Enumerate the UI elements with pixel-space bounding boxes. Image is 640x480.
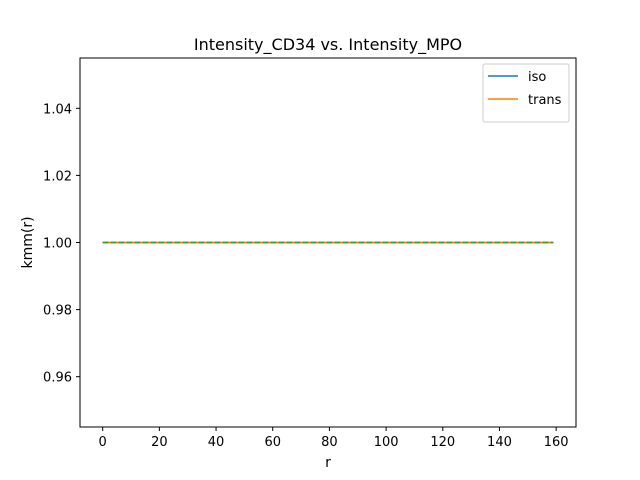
legend: iso trans bbox=[482, 63, 570, 123]
x-tick-label: 120 bbox=[430, 435, 455, 450]
y-tick-label: 0.98 bbox=[43, 304, 72, 319]
x-tick-label: 0 bbox=[99, 435, 107, 450]
y-tick-label: 0.96 bbox=[43, 371, 72, 386]
x-axis-label: r bbox=[325, 455, 331, 471]
x-tick-label: 80 bbox=[321, 435, 338, 450]
y-tick-label: 1.00 bbox=[43, 237, 72, 252]
x-tick-label: 60 bbox=[264, 435, 281, 450]
chart-title: Intensity_CD34 vs. Intensity_MPO bbox=[194, 35, 462, 55]
x-tick-label: 40 bbox=[208, 435, 225, 450]
x-tick-label: 140 bbox=[487, 435, 512, 450]
legend-label-trans: trans bbox=[528, 93, 562, 108]
y-tick-label: 1.02 bbox=[43, 169, 72, 184]
x-axis: 0 20 40 60 80 100 120 140 160 bbox=[99, 427, 569, 450]
x-tick-label: 20 bbox=[151, 435, 168, 450]
x-tick-label: 160 bbox=[544, 435, 569, 450]
y-axis-label: kmm(r) bbox=[20, 216, 36, 268]
legend-box bbox=[482, 63, 570, 123]
x-tick-label: 100 bbox=[374, 435, 399, 450]
legend-label-iso: iso bbox=[528, 70, 546, 85]
y-tick-label: 1.04 bbox=[43, 102, 72, 117]
y-axis: 0.96 0.98 1.00 1.02 1.04 bbox=[43, 102, 80, 386]
